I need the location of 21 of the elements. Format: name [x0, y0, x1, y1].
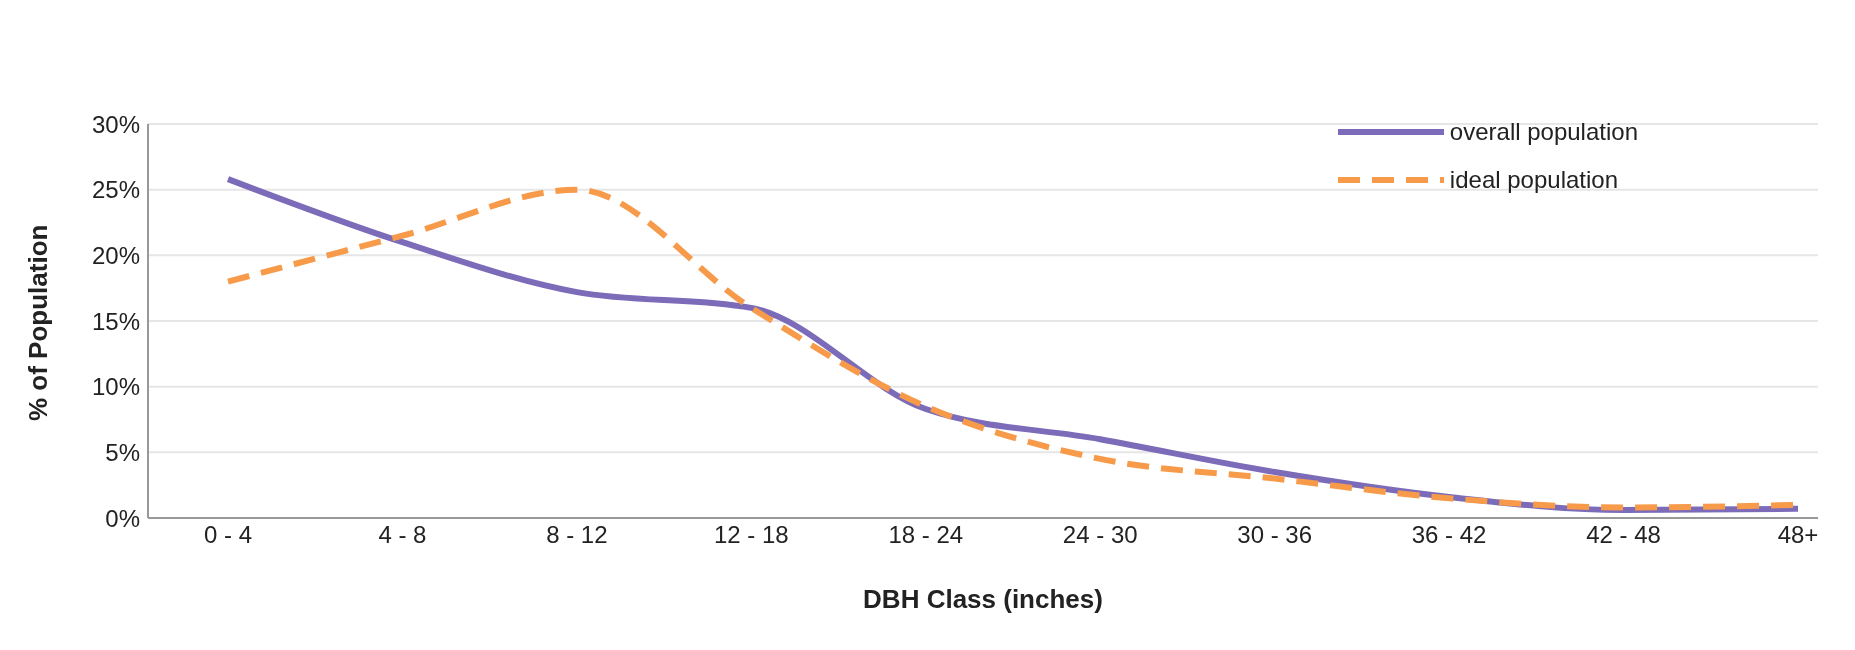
- x-axis-title: DBH Class (inches): [863, 584, 1103, 614]
- y-tick-label: 30%: [91, 110, 140, 138]
- x-tick-label: 24 - 30: [1062, 521, 1138, 549]
- y-tick-label: 0%: [105, 504, 140, 532]
- legend-label: ideal population: [1449, 166, 1618, 194]
- x-tick-label: 48+: [1777, 521, 1819, 549]
- y-tick-label: 15%: [91, 307, 140, 335]
- y-tick-label: 5%: [105, 438, 140, 466]
- x-tick-label: 8 - 12: [546, 521, 608, 549]
- y-axis-title: % of Population: [23, 224, 54, 421]
- x-tick-label: 30 - 36: [1237, 521, 1313, 549]
- y-tick-label: 20%: [91, 241, 140, 269]
- x-tick-label: 36 - 42: [1411, 521, 1487, 549]
- x-tick-label: 4 - 8: [378, 521, 427, 549]
- y-tick-label: 10%: [91, 373, 140, 401]
- y-tick-label: 25%: [91, 176, 140, 204]
- legend-label: overall population: [1449, 118, 1638, 146]
- x-tick-label: 42 - 48: [1586, 521, 1661, 549]
- x-tick-label: 18 - 24: [888, 521, 964, 549]
- x-tick-label: 12 - 18: [713, 521, 789, 549]
- x-tick-label: 0 - 4: [203, 521, 253, 549]
